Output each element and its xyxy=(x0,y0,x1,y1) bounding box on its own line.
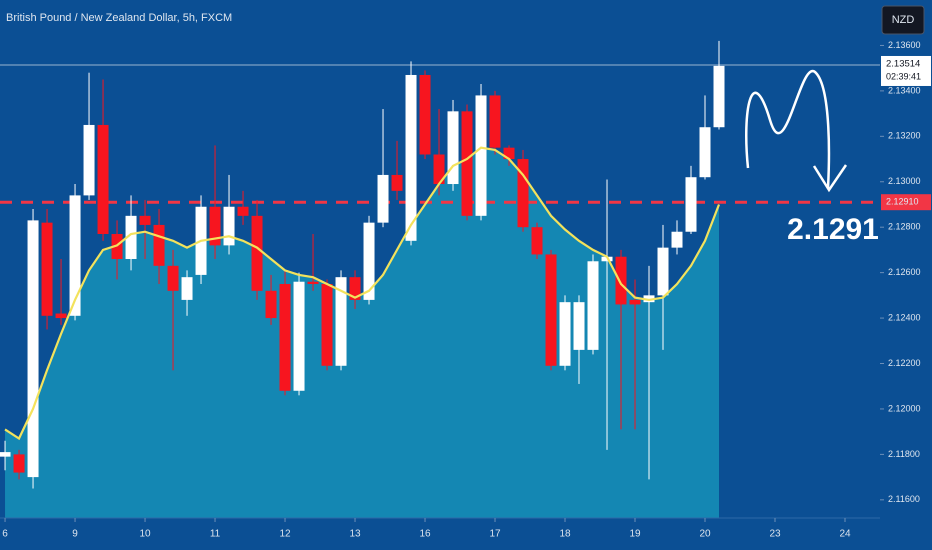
y-tick-label: 2.12800 xyxy=(888,222,921,232)
candle-body xyxy=(587,261,599,350)
y-tick-label: 2.12400 xyxy=(888,312,921,322)
candle-body xyxy=(671,231,683,248)
y-tick-label: 2.13600 xyxy=(888,40,921,50)
x-tick-label: 23 xyxy=(769,529,781,540)
price-label: 2.13514 xyxy=(886,58,920,69)
candle-body xyxy=(167,265,179,291)
x-tick-label: 6 xyxy=(2,529,8,540)
candle-body xyxy=(433,154,445,185)
level-annotation: 2.1291 xyxy=(787,213,879,246)
candle-body xyxy=(307,281,319,284)
candle-body xyxy=(251,215,263,291)
price-label-box xyxy=(881,55,931,86)
currency-label[interactable]: NZD xyxy=(892,14,915,26)
candle-body xyxy=(335,277,347,366)
y-tick-label: 2.13400 xyxy=(888,85,921,95)
candle-body xyxy=(503,147,515,160)
arrow-annotation xyxy=(745,69,848,193)
currency-button[interactable] xyxy=(881,5,925,35)
x-tick-label: 20 xyxy=(699,529,711,540)
candle-body xyxy=(223,206,235,246)
candle-body xyxy=(419,74,431,155)
candle-body xyxy=(699,127,711,178)
y-tick-label: 2.13200 xyxy=(888,131,921,141)
candle-body xyxy=(69,195,81,316)
candle-body xyxy=(517,159,529,228)
candle-body xyxy=(83,124,95,196)
candle-body xyxy=(545,254,557,366)
chart-title: British Pound / New Zealand Dollar, 5h, … xyxy=(6,12,232,24)
x-tick-label: 12 xyxy=(279,529,291,540)
candle-body xyxy=(13,454,25,473)
candle-body xyxy=(321,283,333,366)
y-tick-label: 2.12600 xyxy=(888,267,921,277)
x-tick-label: 13 xyxy=(349,529,361,540)
y-tick-label: 2.12200 xyxy=(888,358,921,368)
candle-body xyxy=(265,290,277,319)
candle-body xyxy=(363,222,375,300)
candle-body xyxy=(475,95,487,216)
x-tick-label: 19 xyxy=(629,529,641,540)
candle-body xyxy=(657,247,669,296)
candle-body xyxy=(0,452,11,457)
candle-body xyxy=(97,124,109,235)
candle-body xyxy=(139,215,151,225)
candle-body xyxy=(629,299,641,305)
candle-body xyxy=(643,295,655,303)
candle-body xyxy=(181,277,193,300)
y-tick-label: 2.11800 xyxy=(888,449,920,459)
candle-body xyxy=(377,174,389,223)
candle-body xyxy=(209,206,221,246)
candle-body xyxy=(489,95,501,148)
candle-body xyxy=(713,65,725,128)
candle-body xyxy=(55,313,67,319)
candle-body xyxy=(615,256,627,305)
candle-body xyxy=(125,215,137,259)
x-tick-label: 24 xyxy=(839,529,851,540)
x-tick-label: 16 xyxy=(419,529,431,540)
candle-body xyxy=(41,222,53,316)
candle-body xyxy=(293,281,305,391)
candle-body xyxy=(461,111,473,216)
ma-line xyxy=(4,146,721,441)
y-tick-label: 2.11600 xyxy=(888,494,920,504)
candle-body xyxy=(27,220,39,478)
x-tick-label: 9 xyxy=(72,529,78,540)
candle-body xyxy=(237,206,249,216)
price-countdown: 02:39:41 xyxy=(886,71,921,81)
x-tick-label: 10 xyxy=(139,529,151,540)
candle-body xyxy=(349,277,361,300)
level-label-box xyxy=(881,194,931,211)
candle-body xyxy=(447,111,459,185)
candle-body xyxy=(391,174,403,191)
x-tick-label: 11 xyxy=(210,529,221,540)
x-tick-label: 17 xyxy=(489,529,501,540)
candle-body xyxy=(559,302,571,366)
level-label: 2.12910 xyxy=(886,197,919,207)
candle-body xyxy=(531,227,543,255)
candle-body xyxy=(405,74,417,241)
candle-body xyxy=(153,224,165,266)
candle-body xyxy=(685,177,697,232)
x-tick-label: 18 xyxy=(559,529,571,540)
candle-body xyxy=(279,283,291,391)
candle-body xyxy=(573,302,585,350)
y-tick-label: 2.13000 xyxy=(888,176,921,186)
plot xyxy=(0,40,880,518)
y-tick-label: 2.12000 xyxy=(888,403,921,413)
